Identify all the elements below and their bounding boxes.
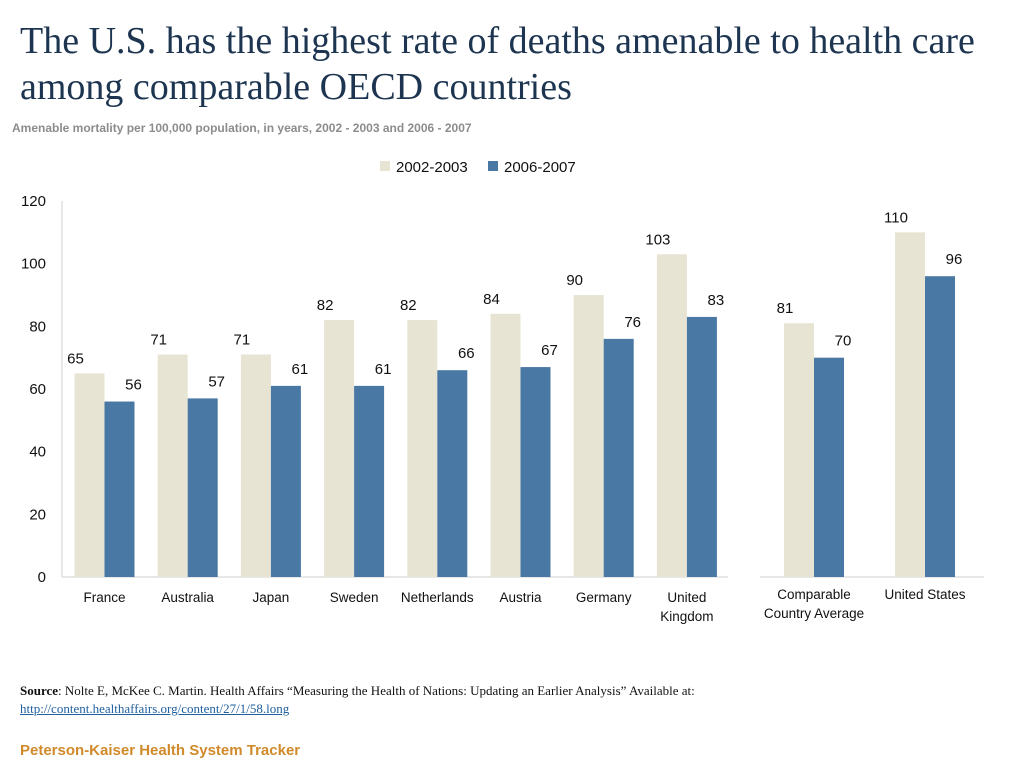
y-tick-label: 120 bbox=[21, 193, 46, 210]
bar-2002-2003 bbox=[895, 232, 925, 578]
x-category-label: Country Average bbox=[764, 606, 864, 621]
y-tick-label: 20 bbox=[29, 506, 46, 523]
data-label-2006-2007: 96 bbox=[946, 251, 963, 268]
bar-2006-2007 bbox=[925, 276, 955, 577]
bar-2002-2003 bbox=[656, 254, 687, 577]
data-label-2006-2007: 61 bbox=[292, 361, 309, 378]
data-label-2002-2003: 110 bbox=[884, 209, 908, 226]
bar-2006-2007 bbox=[270, 385, 301, 577]
x-category-label: Germany bbox=[576, 590, 632, 605]
y-tick-label: 80 bbox=[29, 318, 46, 335]
bar-2002-2003 bbox=[240, 354, 271, 577]
data-label-2006-2007: 70 bbox=[835, 333, 852, 350]
bar-2002-2003 bbox=[324, 320, 355, 577]
data-label-2006-2007: 61 bbox=[375, 361, 392, 378]
data-label-2002-2003: 65 bbox=[67, 350, 84, 367]
data-label-2006-2007: 57 bbox=[208, 373, 225, 390]
source-note: Source: Nolte E, McKee C. Martin. Health… bbox=[20, 682, 1000, 718]
y-tick-label: 0 bbox=[38, 569, 46, 586]
source-label: Source bbox=[20, 683, 59, 698]
source-text: : Nolte E, McKee C. Martin. Health Affai… bbox=[58, 683, 695, 698]
data-label-2002-2003: 84 bbox=[483, 291, 500, 308]
x-category-label: Comparable bbox=[777, 587, 851, 602]
x-category-label: United bbox=[667, 590, 706, 605]
bar-2006-2007 bbox=[354, 385, 385, 577]
page-title: The U.S. has the highest rate of deaths … bbox=[20, 20, 975, 108]
x-category-label: Austria bbox=[499, 590, 542, 605]
bar-2006-2007 bbox=[686, 316, 717, 577]
bar-2002-2003 bbox=[157, 354, 188, 577]
bar-2002-2003 bbox=[573, 295, 604, 577]
data-label-2006-2007: 83 bbox=[708, 292, 725, 309]
x-category-label: Japan bbox=[253, 590, 290, 605]
x-category-label: Australia bbox=[161, 590, 214, 605]
legend-label-2006-2007: 2006-2007 bbox=[504, 159, 576, 176]
x-category-label: United States bbox=[884, 587, 965, 602]
data-label-2006-2007: 76 bbox=[624, 314, 641, 331]
x-category-label: Sweden bbox=[330, 590, 379, 605]
y-tick-label: 60 bbox=[29, 381, 46, 398]
bar-2002-2003 bbox=[407, 320, 438, 577]
bar-2006-2007 bbox=[187, 398, 218, 577]
bar-2006-2007 bbox=[814, 357, 844, 577]
x-category-label: Kingdom bbox=[660, 609, 713, 624]
bar-2006-2007 bbox=[603, 338, 634, 577]
bar-2002-2003 bbox=[74, 373, 105, 577]
y-tick-label: 100 bbox=[21, 256, 46, 273]
bar-chart: 2002-2003 2006-2007 0 20 40 60 80 100 120 65 56 Fra… bbox=[21, 159, 984, 624]
data-label-2002-2003: 103 bbox=[645, 231, 670, 248]
x-category-label: Netherlands bbox=[401, 590, 474, 605]
data-label-2002-2003: 71 bbox=[234, 332, 251, 349]
x-category-label: France bbox=[83, 590, 125, 605]
brand-footer: Peterson-Kaiser Health System Tracker bbox=[20, 742, 301, 759]
data-label-2002-2003: 82 bbox=[317, 297, 334, 314]
y-tick-label: 40 bbox=[29, 444, 46, 461]
chart-subtitle: Amenable mortality per 100,000 populatio… bbox=[12, 121, 472, 135]
bar-2002-2003 bbox=[490, 313, 521, 577]
legend-swatch-2002-2003 bbox=[380, 161, 390, 171]
bar-2002-2003 bbox=[784, 323, 814, 577]
data-label-2002-2003: 71 bbox=[150, 332, 167, 349]
bar-2006-2007 bbox=[437, 370, 468, 577]
data-label-2006-2007: 66 bbox=[458, 345, 475, 362]
source-link[interactable]: http://content.healthaffairs.org/content… bbox=[20, 701, 290, 716]
bar-2006-2007 bbox=[104, 401, 135, 577]
bar-2006-2007 bbox=[520, 367, 551, 577]
data-label-2006-2007: 56 bbox=[125, 377, 142, 394]
data-label-2006-2007: 67 bbox=[541, 342, 558, 359]
data-label-2002-2003: 81 bbox=[777, 300, 794, 317]
data-label-2002-2003: 82 bbox=[400, 297, 417, 314]
data-label-2002-2003: 90 bbox=[566, 272, 583, 289]
legend-swatch-2006-2007 bbox=[488, 161, 498, 171]
legend-label-2002-2003: 2002-2003 bbox=[396, 159, 468, 176]
